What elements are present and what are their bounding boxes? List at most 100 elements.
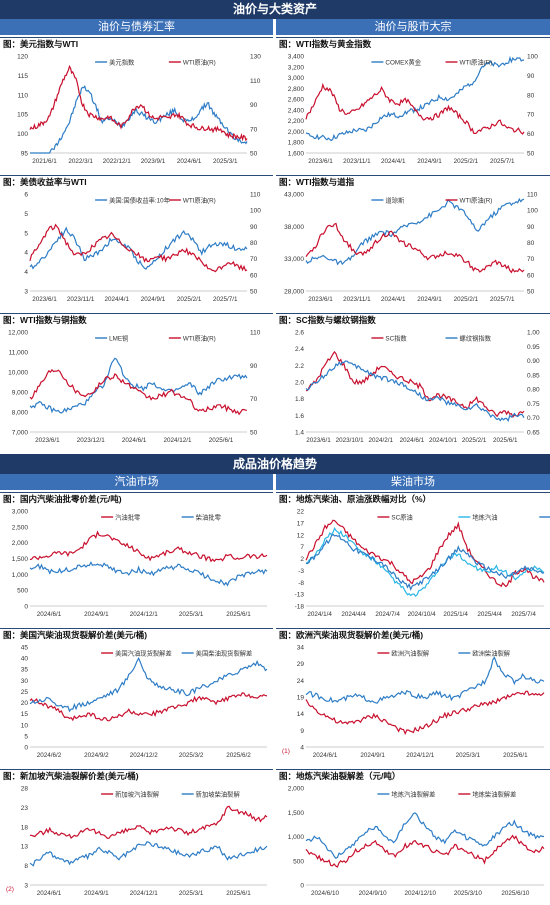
y2-tick-label: 60 [527,131,535,138]
y-tick-label: 2,600 [288,97,305,104]
chart-title: 图：WTI指数与黄金指数 [279,39,372,49]
x-tick-label: 2024/6/1 [122,437,147,444]
y-tick-label: 38,000 [284,224,304,231]
series-line-1 [305,222,525,274]
x-tick-label: 2023/11/1 [67,296,95,303]
y-tick-label: 13 [21,844,29,851]
y-tick-label: -18 [295,604,305,611]
legend-label: WTI原油(R) [460,195,493,204]
y2-tick-label: 80 [527,92,535,99]
y-tick-label: 2,000 [288,786,305,793]
x-tick-label: 2025/3/1 [456,752,481,759]
x-tick-label: 2024/9/1 [417,296,442,303]
x-tick-label: 2024/9/10 [359,890,388,897]
y2-tick-label: 50 [250,289,258,296]
chart-panel-9: 图：欧洲汽柴油现货裂解价差(美元/桶) 34 29 24 19 14 9 4 2024/6/1 2… [276,628,550,767]
chart-svg: 43,000 38,000 33,000 28,000 110 100 90 80 70 60 50… [284,192,538,304]
legend-label: 地炼柴油裂解差 [472,789,516,798]
x-tick-label: 2023/6/1 [32,296,57,303]
y-tick-label: 2,000 [12,540,29,547]
chart-title: 图：新加坡汽柴油裂解价差(美元/桶) [3,771,139,781]
legend-label: 道琼斯 [385,195,405,204]
x-tick-label: 2024/4/1 [381,158,406,165]
y-tick-label: 2,200 [288,118,305,125]
y-tick-label: 2.6 [295,330,304,337]
subtitle-gasoline: 汽油市场 [0,474,273,490]
x-tick-label: 2024/12/10 [404,890,436,897]
y2-tick-label: 50 [527,151,535,158]
series-line-1 [305,656,545,704]
y2-tick-label: 50 [250,430,258,437]
y-tick-label: 3,400 [288,54,305,61]
y-tick-label: 1.8 [295,396,304,403]
y-tick-label: 23 [21,805,29,812]
y-tick-label: 1,000 [288,834,305,841]
y-tick-label: 110 [18,92,29,99]
y-tick-label: 2 [300,556,304,563]
y2-tick-label: 0.70 [527,415,540,422]
y-tick-label: 3,200 [288,64,305,71]
y-tick-label: -8 [298,580,304,587]
y2-tick-label: 50 [527,289,535,296]
y-tick-label: 28 [21,786,29,793]
chart-svg: 2.6 2.4 2.2 2.0 1.8 1.6 1.4 1.00 0.95 0.90 0.85 0.8… [295,330,540,445]
subtitle-diesel: 柴油市场 [276,474,550,490]
x-tick-label: 2023/6/1 [308,296,333,303]
y2-tick-label: 70 [527,256,535,263]
series-line-1 [305,834,545,868]
x-tick-label: 2024/6/1 [37,611,62,618]
legend-label: 螺纹钢指数 [460,333,492,342]
y-tick-label: 2,400 [288,107,305,114]
series-line-1 [29,656,268,713]
x-tick-label: 2025/6/1 [209,437,234,444]
y-tick-label: 1.6 [295,413,304,420]
y2-tick-label: 90 [250,102,258,109]
legend-label: 地炼汽油裂解差 [391,789,435,798]
x-tick-label: 2024/4/1 [105,296,130,303]
y-tick-label: 1,800 [288,140,305,147]
y-tick-label: 115 [18,73,29,80]
y-tick-label: 19 [297,695,305,702]
y-tick-label: 7 [300,544,304,551]
chart-panel-8: 图：美国汽柴油现货裂解价差(美元/桶) 45 40 35 30 25 20 15 10 5 0 202… [0,628,273,767]
y-tick-label: 12,000 [8,330,28,337]
y-tick-label: 15 [21,711,29,718]
x-tick-label: 2025/6/1 [493,437,518,444]
x-tick-label: 2024/4/1 [381,296,406,303]
x-tick-label: 2023/11/1 [343,296,371,303]
legend-label: WTI原油(R) [183,333,216,342]
x-tick-label: 2024/6/1 [177,158,202,165]
chart-svg: 12,000 11,000 10,000 9,000 8,000 7,000 110 90 70… [8,330,261,445]
y2-tick-label: 60 [527,272,535,279]
y-tick-label: 500 [17,588,28,595]
y-tick-label: 6 [24,192,28,199]
chart-panel-4: 图：WTI指数与铜指数 12,000 11,000 10,000 9,000 8,000 7… [0,313,273,452]
y2-tick-label: 90 [527,73,535,80]
x-tick-label: 2024/7/4 [375,611,400,618]
x-tick-label: 2025/3/1 [179,890,204,897]
series-line-1 [29,368,248,416]
y-tick-label: 22 [297,509,305,516]
chart-panel-11: 图：地炼汽柴油裂解差（元/吨） 2,000 1,500 1,000 500 0 2024/6… [276,769,550,905]
x-tick-label: 2025/3/1 [213,158,238,165]
legend-label: SC指数 [385,333,407,342]
y2-tick-label: 0.75 [527,401,540,408]
series-line-0 [305,519,545,588]
x-tick-label: 2024/12/1 [164,437,193,444]
x-tick-label: 2024/9/1 [141,296,166,303]
series-line-2 [305,533,545,592]
chart-panel-1: 图：WTI指数与黄金指数 3,400 3,200 3,000 2,800 2,600 2,4… [276,37,550,173]
x-tick-label: 2024/2/1 [368,437,393,444]
x-tick-label: 2024/4/4 [341,611,366,618]
y-tick-label: 10 [21,722,29,729]
chart-svg: 120 115 110 105 100 95 130 110 90 70 50 2021/6/1 202… [17,54,261,166]
y-tick-label: 2,800 [288,86,305,93]
y2-tick-label: 90 [527,224,535,231]
series-line-0 [305,197,525,266]
axis-note: (2) [6,886,14,893]
x-tick-label: 2025/7/1 [490,296,515,303]
chart-panel-5: 图：SC指数与螺纹钢指数 2.6 2.4 2.2 2.0 1.8 1.6 1.4 1.00 0.9… [276,313,550,452]
y-tick-label: 2,000 [288,129,305,136]
series-line-0 [305,812,545,859]
chart-svg: 45 40 35 30 25 20 15 10 5 0 2024/6/2 2024/9/2 2024/1… [21,645,268,759]
